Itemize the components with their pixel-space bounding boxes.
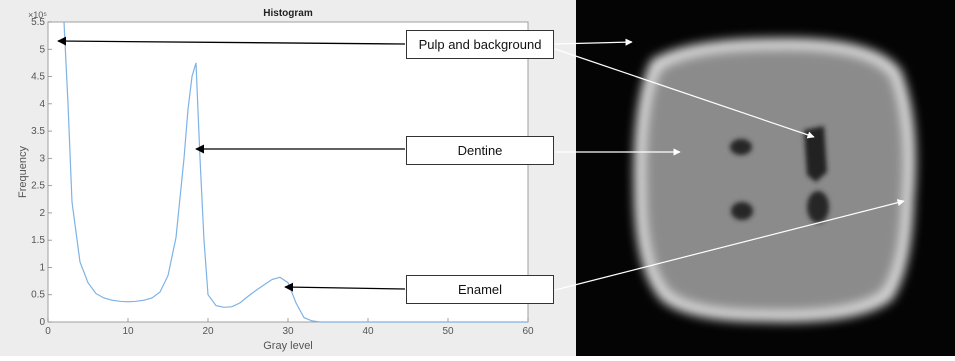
callout-label: Dentine: [457, 143, 503, 158]
pulp-horn-upper-right: [804, 126, 827, 182]
x-tick-label: 50: [442, 326, 454, 337]
callout-enamel: Enamel: [406, 275, 554, 304]
dentine-core: [645, 49, 904, 311]
callout-label: Pulp and background: [418, 37, 542, 52]
x-tick-label: 60: [522, 326, 534, 337]
y-tick-label: 1: [39, 262, 45, 273]
y-axis-ticks: 0 0.5 1 1.5 2 2.5 3 3.5 4 4.5 5 5.5: [31, 17, 52, 328]
arrow-pulp-region: [554, 48, 815, 139]
x-tick-label: 40: [362, 326, 374, 337]
y-tick-label: 5.5: [31, 17, 45, 28]
arrow-pulp-background: [554, 38, 633, 46]
callout-pulp-and-background: Pulp and background: [406, 30, 554, 59]
arrow-pulp-chart: [57, 36, 406, 46]
x-tick-label: 30: [282, 326, 294, 337]
y-tick-label: 1.5: [31, 235, 45, 246]
x-tick-label: 20: [202, 326, 214, 337]
x-axis-ticks: 0 10 20 30 40 50 60: [45, 318, 534, 337]
y-tick-label: 2.5: [31, 181, 45, 192]
y-tick-label: 3: [39, 153, 45, 164]
pulp-horn-upper-left: [730, 139, 752, 155]
tooth-cross-section: [633, 37, 916, 323]
series-line-histogram: [63, 21, 528, 323]
y-tick-label: 4.5: [31, 72, 45, 83]
y-tick-label: 0.5: [31, 290, 45, 301]
y-axis-label: Frequency: [17, 146, 29, 198]
y-tick-label: 3.5: [31, 126, 45, 137]
plot-area: [47, 21, 529, 323]
chart-title: Histogram: [263, 8, 313, 19]
arrow-enamel-region: [554, 199, 905, 291]
pulp-horn-lower-right: [807, 191, 829, 223]
callout-label: Enamel: [457, 282, 503, 297]
arrow-enamel-chart: [284, 282, 406, 292]
y-tick-label: 0: [39, 317, 45, 328]
callout-dentine: Dentine: [406, 136, 554, 165]
x-axis-label: Gray level: [263, 340, 313, 352]
x-tick-label: 10: [122, 326, 134, 337]
y-tick-label: 2: [39, 208, 45, 219]
y-tick-label: 4: [39, 99, 45, 110]
pulp-horn-lower-left: [731, 202, 753, 220]
x-tick-label: 0: [45, 326, 51, 337]
y-multiplier-label: ×10⁵: [28, 10, 47, 20]
ct-scan-image: [576, 0, 955, 356]
y-tick-label: 5: [39, 44, 45, 55]
